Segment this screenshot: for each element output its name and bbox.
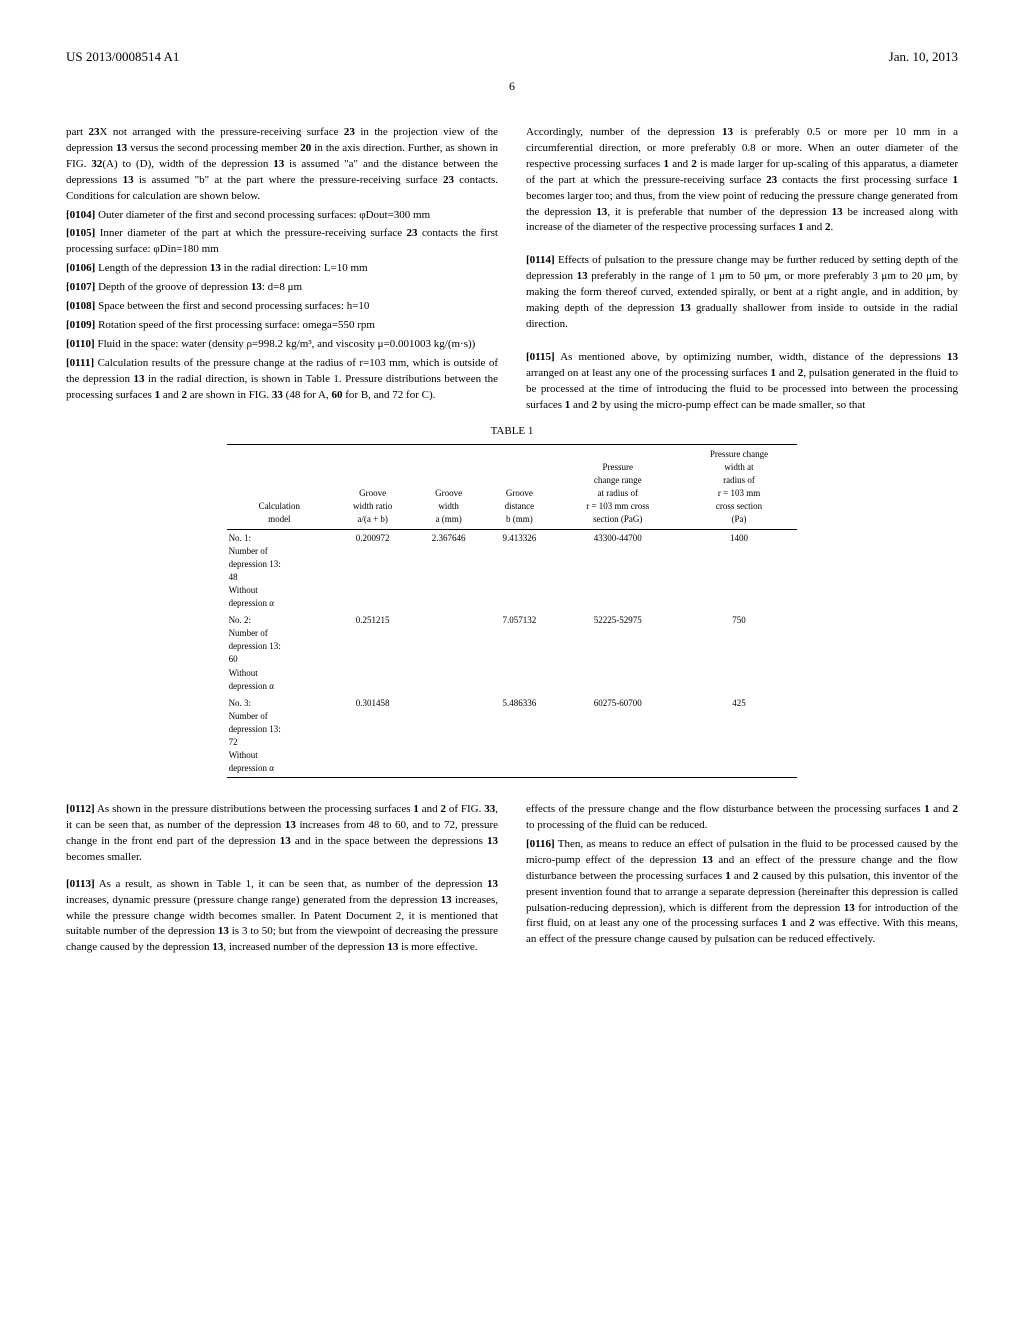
cell-change: 750 <box>681 612 798 694</box>
paragraph-0105: [0105] Inner diameter of the part at whi… <box>66 226 498 258</box>
th-model: Calculation model <box>227 444 333 529</box>
paragraph-0111: [0111] Calculation results of the pressu… <box>66 356 498 404</box>
table-1-container: TABLE 1 Calculation model Groove width r… <box>227 424 798 778</box>
cell-ratio: 0.301458 <box>332 695 413 778</box>
page-number: 6 <box>0 78 1024 95</box>
cell-width <box>413 695 484 778</box>
paragraph-0107: [0107] Depth of the groove of depression… <box>66 280 498 296</box>
cell-range: 43300-44700 <box>555 530 681 613</box>
paragraph-0114: [0114] Effects of pulsation to the press… <box>526 253 958 333</box>
paragraph-effects: effects of the pressure change and the f… <box>526 802 958 834</box>
th-ratio: Groove width ratio a/(a + b) <box>332 444 413 529</box>
cell-width: 2.367646 <box>413 530 484 613</box>
cell-ratio: 0.251215 <box>332 612 413 694</box>
document-date: Jan. 10, 2013 <box>889 48 958 67</box>
cell-distance: 7.057132 <box>484 612 555 694</box>
cell-model: No. 3:Number ofdepression 13:72Withoutde… <box>227 695 333 778</box>
cell-range: 60275-60700 <box>555 695 681 778</box>
document-id: US 2013/0008514 A1 <box>66 48 179 67</box>
th-width: Groove width a (mm) <box>413 444 484 529</box>
cell-distance: 9.413326 <box>484 530 555 613</box>
paragraph-0108: [0108] Space between the first and secon… <box>66 299 498 315</box>
table-row: No. 1:Number ofdepression 13:48Withoutde… <box>227 530 798 613</box>
paragraph-0112: [0112] As shown in the pressure distribu… <box>66 802 498 866</box>
paragraph-intro: part 23X not arranged with the pressure-… <box>66 125 498 205</box>
table-row: No. 2:Number ofdepression 13:60Withoutde… <box>227 612 798 694</box>
cell-model: No. 2:Number ofdepression 13:60Withoutde… <box>227 612 333 694</box>
paragraph-0110: [0110] Fluid in the space: water (densit… <box>66 337 498 353</box>
cell-ratio: 0.200972 <box>332 530 413 613</box>
th-range: Pressure change range at radius of r = 1… <box>555 444 681 529</box>
table-row: No. 3:Number ofdepression 13:72Withoutde… <box>227 695 798 778</box>
th-distance: Groove distance b (mm) <box>484 444 555 529</box>
cell-distance: 5.486336 <box>484 695 555 778</box>
top-columns: part 23X not arranged with the pressure-… <box>66 125 958 414</box>
page-header: US 2013/0008514 A1 Jan. 10, 2013 <box>66 48 958 67</box>
paragraph-0109: [0109] Rotation speed of the first proce… <box>66 318 498 334</box>
th-change: Pressure change width at radius of r = 1… <box>681 444 798 529</box>
paragraph-0113: [0113] As a result, as shown in Table 1,… <box>66 877 498 957</box>
cell-model: No. 1:Number ofdepression 13:48Withoutde… <box>227 530 333 613</box>
table-1: Calculation model Groove width ratio a/(… <box>227 444 798 778</box>
paragraph-0116: [0116] Then, as means to reduce an effec… <box>526 837 958 949</box>
bottom-columns: [0112] As shown in the pressure distribu… <box>66 802 958 956</box>
paragraph-right-top: Accordingly, number of the depression 13… <box>526 125 958 237</box>
paragraph-0106: [0106] Length of the depression 13 in th… <box>66 261 498 277</box>
table-title: TABLE 1 <box>227 424 798 440</box>
cell-range: 52225-52975 <box>555 612 681 694</box>
cell-change: 1400 <box>681 530 798 613</box>
cell-width <box>413 612 484 694</box>
paragraph-0115: [0115] As mentioned above, by optimizing… <box>526 350 958 414</box>
paragraph-0104: [0104] Outer diameter of the first and s… <box>66 208 498 224</box>
cell-change: 425 <box>681 695 798 778</box>
